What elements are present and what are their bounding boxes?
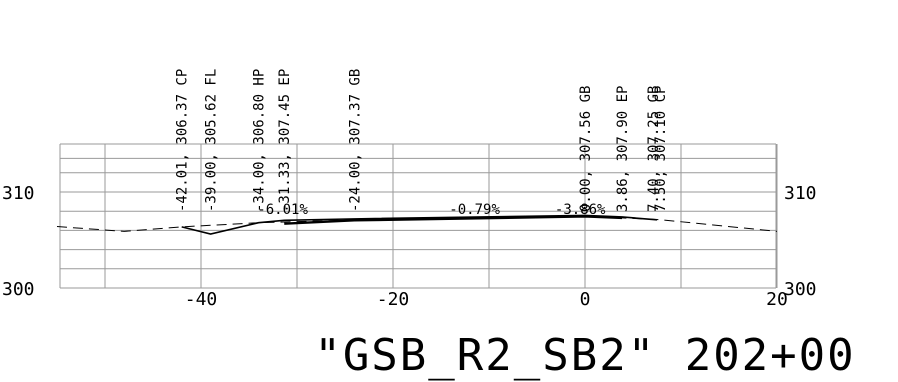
elevation-label-left: 300 [2,279,35,300]
elevation-label-right: 310 [784,183,817,204]
grid [59,143,778,289]
slope-labels: -6.01% -0.79% -3.86% [257,202,606,218]
point-label: -42.01, 306.37 CP [175,69,191,212]
section-title: "GSB_R2_SB2" 202+00 [314,330,855,381]
point-label: 0.00, 307.56 GB [578,86,594,212]
slope-label: -3.86% [555,202,606,218]
offset-tick-label: -40 [185,289,218,310]
point-label: 7.40, 307.25 GB [646,86,662,212]
axis-labels: 310 310 300 300 -40 -20 0 20 [2,183,817,310]
offset-tick-label: -20 [377,289,410,310]
offset-tick-label: 20 [766,289,788,310]
point-label: -31.33, 307.45 EP [277,69,293,212]
slope-label: -6.01% [257,202,308,218]
pavement-line [284,215,623,225]
slope-label: -0.79% [449,202,500,218]
point-label: -34.00, 306.80 HP [252,69,268,212]
elevation-label-left: 310 [2,183,35,204]
point-label: -24.00, 307.37 GB [348,69,364,212]
offset-tick-label: 0 [580,289,591,310]
design-profile-layer [181,214,658,235]
point-labels: -42.01, 306.37 CP -39.00, 305.62 FL -34.00… [175,69,669,212]
point-label: 7.50, 307.10 CP [653,86,669,212]
elevation-label-right: 300 [784,279,817,300]
point-label: 3.86, 307.90 EP [615,86,631,212]
point-label: -39.00, 305.62 FL [204,69,220,212]
